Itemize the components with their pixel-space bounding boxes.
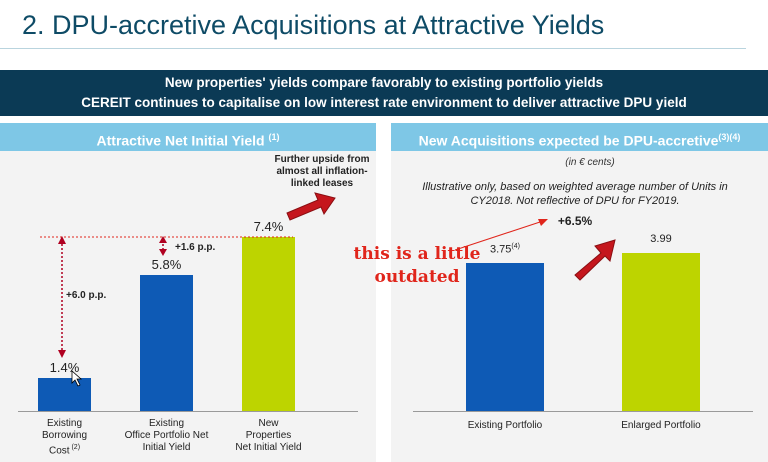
arrow-up-icon <box>58 236 66 244</box>
value-label-1: 5.8% <box>151 257 182 272</box>
unit-label: (in € cents) <box>565 157 615 168</box>
category-line: Cost (2) <box>48 444 81 457</box>
right-chart-axis <box>413 411 753 412</box>
upside-arrow-icon <box>286 192 336 221</box>
right-panel-header: New Acquisitions expected be DPU-accreti… <box>391 123 768 151</box>
bar-1 <box>140 275 193 411</box>
bar-0 <box>38 378 91 411</box>
gap-1-6pp-label: +1.6 p.p. <box>175 242 216 253</box>
arrow-down-icon <box>58 350 66 358</box>
gap-6pp-label: +6.0 p.p. <box>66 290 107 301</box>
summary-banner: New properties' yields compare favorably… <box>0 70 768 116</box>
category-line: Net Initial Yield <box>235 442 302 453</box>
category-line: Initial Yield <box>142 442 191 453</box>
arrow-up-icon <box>159 236 167 243</box>
category-line: Existing <box>148 418 184 429</box>
growth-label: +6.5% <box>557 214 593 228</box>
category-line: Borrowing <box>41 430 88 441</box>
category-line: New <box>258 418 279 429</box>
handwritten-annotation: this is a little outdated <box>353 244 481 287</box>
category-label-0: Existing Portfolio <box>467 420 543 431</box>
category-line: Office Portfolio Net <box>124 430 209 441</box>
banner-line-2: CEREIT continues to capitalise on low in… <box>81 95 687 110</box>
arrow-down-icon <box>159 249 167 256</box>
banner-line-1: New properties' yields compare favorably… <box>164 75 604 90</box>
annotation-arrowhead-icon <box>538 219 548 226</box>
category-label-1: Existing Office Portfolio Net Initial Yiel… <box>107 418 227 454</box>
slide-title: 2. DPU-accretive Acquisitions at Attract… <box>22 10 605 40</box>
value-footnote: (4) <box>511 243 520 250</box>
illustrative-note: Illustrative only, based on weighted ave… <box>422 181 728 207</box>
category-line: Existing <box>46 418 82 429</box>
bar-1 <box>622 253 700 411</box>
left-panel-header-text: Attractive Net Initial Yield <box>96 132 265 149</box>
category-footnote: (2) <box>69 444 81 451</box>
annotation-pointer <box>454 221 541 251</box>
value-label-0: 3.75(4) <box>490 243 520 256</box>
right-panel-header-text: New Acquisitions expected be DPU-accreti… <box>418 132 719 149</box>
category-line: Properties <box>245 430 292 441</box>
left-chart-axis <box>18 411 358 412</box>
category-label-2: New Properties Net Initial Yield <box>209 418 329 454</box>
title-divider <box>0 48 746 49</box>
left-panel-header: Attractive Net Initial Yield (1) <box>0 123 376 151</box>
growth-arrow-icon <box>574 239 616 281</box>
value-label-2: 7.4% <box>253 219 284 234</box>
right-panel <box>391 151 768 462</box>
bar-0 <box>466 263 544 411</box>
mouse-cursor-icon <box>71 370 83 387</box>
upside-note: Further upside from almost all inflation… <box>274 154 370 189</box>
category-label-1: Enlarged Portfolio <box>621 420 701 431</box>
right-panel-header-footnote: (3)(4) <box>718 132 741 142</box>
bar-2 <box>242 237 295 411</box>
left-panel-header-footnote: (1) <box>268 132 280 142</box>
value-label-1: 3.99 <box>650 233 672 245</box>
category-label-0: Existing Borrowing Cost (2) <box>5 418 125 457</box>
